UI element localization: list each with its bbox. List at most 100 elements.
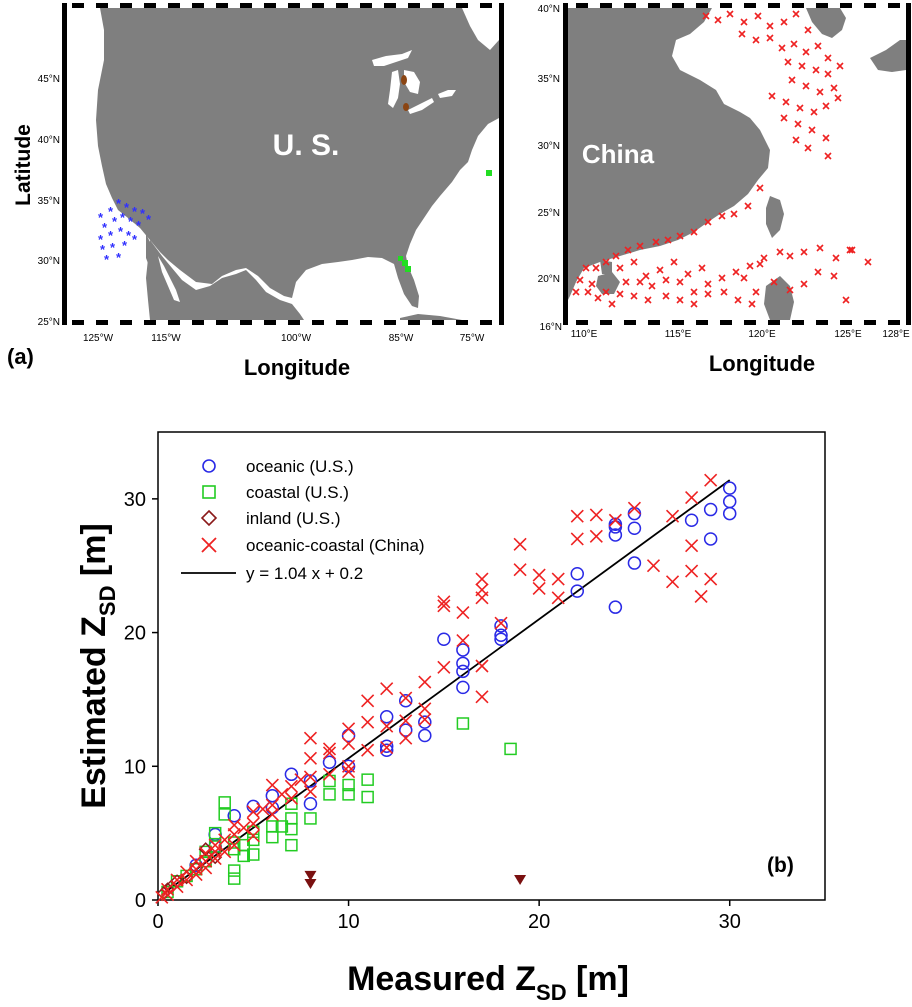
station-marker: *: [112, 214, 118, 229]
station-marker: *: [116, 196, 122, 211]
data-point: [303, 770, 318, 784]
data-point: [322, 742, 337, 756]
data-point: [322, 755, 337, 770]
data-point: [570, 532, 584, 546]
station-marker: [690, 300, 698, 308]
station-marker: [832, 254, 840, 262]
station-marker: [804, 144, 812, 152]
station-marker: [644, 296, 652, 304]
data-point: [475, 690, 489, 704]
data-point: [266, 830, 279, 844]
x-tick-label: 0: [152, 911, 163, 933]
station-marker: [652, 238, 660, 246]
data-point: [456, 680, 470, 695]
us-map-border-right: [499, 3, 504, 325]
data-point: [513, 537, 527, 551]
data-point: [227, 842, 241, 856]
lake-huron: [404, 70, 420, 94]
legend-label: oceanic-coastal (China): [246, 536, 425, 555]
data-point: [237, 821, 251, 835]
data-point: [294, 773, 308, 787]
canada-bay-water: [462, 8, 499, 50]
y-axis-title-unit: [m]: [75, 523, 113, 585]
lon-tick-label: 120°E: [748, 329, 776, 340]
data-point: [265, 798, 279, 812]
data-point: [227, 836, 241, 849]
legend-label: inland (U.S.): [246, 509, 340, 528]
data-point: [247, 848, 260, 861]
data-point: [170, 880, 184, 894]
data-point: [361, 790, 374, 804]
data-point: [218, 796, 231, 809]
data-point: [303, 774, 318, 788]
data-point: [237, 849, 251, 863]
lat-tick-label: 35°N: [538, 74, 560, 85]
station-marker: [630, 258, 638, 266]
baja-landmass: [146, 234, 176, 320]
x-axis-title-sub: SD: [536, 980, 567, 1005]
data-point: [227, 818, 241, 832]
data-markers: [155, 473, 737, 904]
x-axis-title-main: Measured Z: [347, 960, 536, 998]
data-point: [218, 808, 231, 821]
y-axis-title-sub: SD: [95, 586, 120, 617]
station-marker: [824, 70, 832, 78]
data-point: [304, 812, 317, 825]
station-marker: [594, 294, 602, 302]
station-marker: [834, 94, 842, 102]
station-marker: [676, 278, 684, 286]
station-marker: *: [140, 206, 146, 221]
china-map-border-bottom: [568, 320, 906, 325]
legend-marker-square: [202, 485, 216, 499]
station-marker: [746, 262, 754, 270]
data-point: [199, 845, 212, 859]
china-lon-ticks: 110°E 115°E 120°E 125°E 128°E: [571, 329, 910, 340]
data-point: [418, 712, 432, 727]
station-marker: [802, 82, 810, 90]
station-marker: [740, 18, 748, 26]
data-point: [551, 572, 565, 586]
station-marker: [401, 75, 407, 85]
station-marker: [670, 258, 678, 266]
data-point: [694, 589, 708, 604]
data-point: [399, 731, 413, 745]
data-point: [398, 694, 413, 708]
station-marker: [662, 276, 670, 284]
station-marker: [812, 66, 820, 74]
data-point: [246, 805, 260, 819]
station-marker: [804, 26, 812, 34]
data-point: [303, 751, 318, 765]
lat-tick-label: 35°N: [38, 196, 60, 207]
philippines-landmass: [764, 276, 794, 320]
data-point: [703, 532, 718, 546]
station-marker: *: [146, 212, 152, 227]
y-tick-label: 0: [135, 890, 146, 912]
data-point: [532, 568, 546, 582]
data-point: [342, 765, 356, 779]
station-marker: [786, 252, 794, 260]
data-point: [361, 743, 375, 757]
data-point: [246, 817, 260, 831]
data-point: [227, 809, 241, 823]
data-point: [285, 838, 298, 852]
data-point: [189, 862, 203, 876]
data-point: [256, 802, 270, 816]
y-axis-title-main: Estimated Z: [75, 616, 113, 809]
lon-tick-label: 125°W: [83, 333, 114, 344]
legend-label: y = 1.04 x + 0.2: [246, 564, 363, 583]
station-marker: [814, 268, 822, 276]
station-marker: [612, 252, 620, 260]
station-marker: [790, 40, 798, 48]
station-marker: [836, 62, 844, 70]
station-marker: [752, 288, 760, 296]
plot-frame: [157, 431, 826, 901]
us-map-border-bottom: [67, 320, 499, 325]
us-map: * * * * * * * * * * * * * * * * * * * * …: [7, 3, 504, 380]
data-point: [342, 759, 356, 773]
data-point: [227, 872, 241, 885]
station-marker: [816, 88, 824, 96]
leizhou-landmass: [600, 260, 612, 274]
station-marker: *: [110, 240, 116, 255]
data-point: [494, 628, 508, 642]
